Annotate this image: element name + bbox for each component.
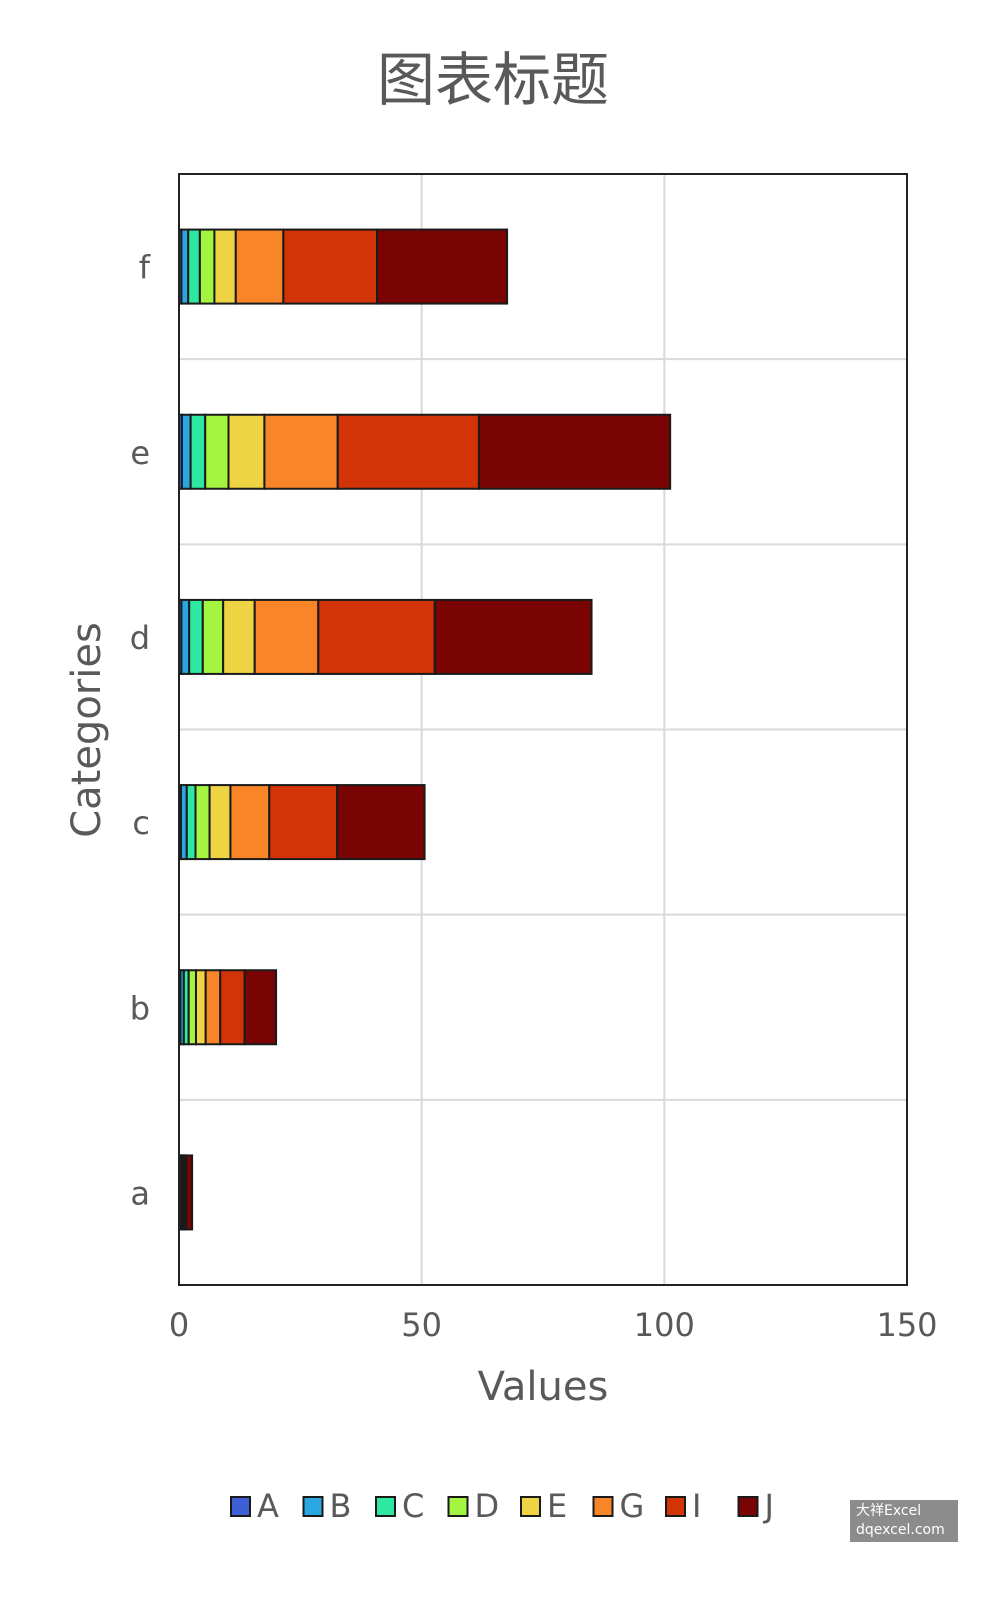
- legend-label-B: B: [330, 1487, 352, 1525]
- y-tick-label-d: d: [130, 619, 150, 657]
- legend-label-I: I: [692, 1487, 701, 1525]
- bar-e-D: [204, 413, 230, 490]
- bar-b-E: [194, 969, 207, 1046]
- bar-d-E: [222, 598, 256, 675]
- bar-e-I: [336, 413, 480, 490]
- y-tick-label-f: f: [139, 249, 151, 287]
- legend-label-G: G: [620, 1487, 645, 1525]
- x-tick-label-50: 50: [401, 1306, 442, 1344]
- legend-label-A: A: [257, 1487, 279, 1525]
- watermark-line-1: 大祥Excel: [856, 1503, 922, 1519]
- legend-swatch-B: [302, 1496, 324, 1517]
- bar-f-E: [213, 228, 237, 305]
- legend-label-E: E: [547, 1487, 567, 1525]
- bar-b-I: [219, 969, 246, 1046]
- x-axis-label: Values: [478, 1364, 609, 1410]
- bar-f-G: [234, 228, 285, 305]
- legend-swatch-E: [520, 1496, 541, 1517]
- bars-group: [178, 228, 672, 1231]
- bar-b-G: [204, 969, 222, 1046]
- bar-f-D: [198, 228, 216, 305]
- bar-c-E: [208, 784, 232, 861]
- bar-f-C: [187, 228, 201, 305]
- bar-e-E: [227, 413, 266, 490]
- bar-b-D: [187, 969, 197, 1046]
- legend-label-C: C: [402, 1487, 424, 1525]
- bar-c-I: [268, 784, 339, 861]
- bar-d-I: [317, 598, 436, 675]
- bar-d-C: [188, 598, 204, 675]
- y-axis-label: Categories: [64, 622, 110, 838]
- legend-label-J: J: [763, 1487, 774, 1525]
- bar-d-G: [253, 598, 320, 675]
- x-tick-label-150: 150: [876, 1306, 937, 1344]
- bar-c-G: [229, 784, 271, 861]
- y-tick-label-e: e: [130, 434, 150, 472]
- bar-e-J: [477, 413, 672, 490]
- bar-f-J: [376, 228, 509, 305]
- bar-a-J: [185, 1154, 194, 1231]
- plot-area-border: [178, 173, 908, 1286]
- x-tick-label-100: 100: [634, 1306, 695, 1344]
- bar-e-G: [263, 413, 339, 490]
- bar-e-B: [180, 413, 192, 490]
- watermark-line-2: dqexcel.com: [856, 1522, 945, 1538]
- bar-c-D: [194, 784, 211, 861]
- bar-e-C: [189, 413, 207, 490]
- bar-d-B: [180, 598, 191, 675]
- legend-swatch-A: [230, 1496, 251, 1517]
- legend-swatch-G: [592, 1496, 614, 1517]
- legend-swatch-I: [665, 1496, 686, 1517]
- y-tick-label-b: b: [130, 989, 150, 1027]
- watermark: 大祥Excel dqexcel.com: [850, 1500, 958, 1542]
- y-tick-label-c: c: [132, 804, 150, 842]
- gridlines: [178, 174, 908, 1285]
- bar-c-C: [185, 784, 197, 861]
- bar-f-B: [180, 228, 190, 305]
- legend-swatch-D: [447, 1496, 469, 1517]
- legend-swatch-C: [375, 1496, 396, 1517]
- bar-d-J: [433, 598, 593, 675]
- legend-label-D: D: [475, 1487, 500, 1525]
- bar-c-J: [336, 784, 426, 861]
- legend-swatch-J: [737, 1496, 759, 1517]
- bar-b-J: [243, 969, 278, 1046]
- x-tick-label-0: 0: [169, 1306, 189, 1344]
- x-tick-labels: 0 50 100 150: [169, 1306, 938, 1344]
- bar-f-I: [282, 228, 379, 305]
- y-tick-labels: a b c d e f: [130, 249, 151, 1213]
- y-tick-label-a: a: [130, 1174, 150, 1212]
- bar-d-D: [201, 598, 225, 675]
- chart-title: 图表标题: [377, 46, 609, 114]
